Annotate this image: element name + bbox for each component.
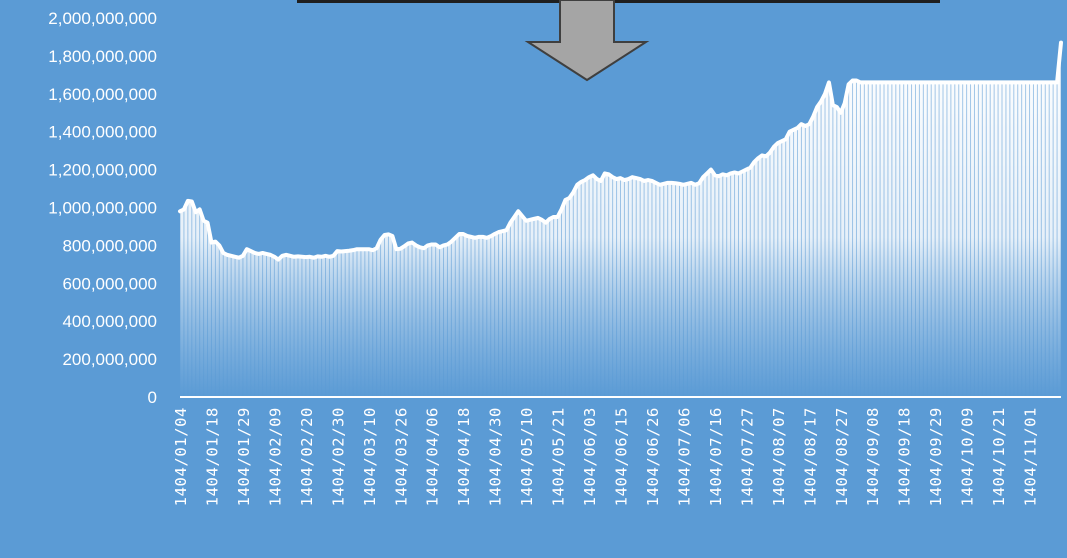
x-tick-label: 1404/06/26 bbox=[644, 407, 662, 506]
x-tick-label: 1404/05/21 bbox=[550, 407, 568, 506]
x-tick-label: 1404/06/15 bbox=[613, 407, 631, 506]
x-tick-label: 1404/04/18 bbox=[455, 407, 473, 506]
x-tick-label: 1404/07/27 bbox=[738, 407, 756, 506]
x-tick-label: 1404/01/29 bbox=[235, 407, 253, 506]
x-tick-label: 1404/02/09 bbox=[266, 407, 284, 506]
y-tick-label: 200,000,000 bbox=[62, 350, 157, 369]
x-tick-label: 1404/01/04 bbox=[172, 407, 190, 506]
y-tick-label: 1,600,000,000 bbox=[48, 85, 157, 104]
x-tick-label: 1404/04/06 bbox=[424, 407, 442, 506]
y-tick-label: 2,000,000,000 bbox=[48, 9, 157, 28]
y-tick-label: 1,000,000,000 bbox=[48, 199, 157, 218]
x-tick-label: 1404/07/06 bbox=[675, 407, 693, 506]
y-tick-label: 1,800,000,000 bbox=[48, 47, 157, 66]
x-tick-label: 1404/09/29 bbox=[927, 407, 945, 506]
x-tick-label: 1404/08/27 bbox=[833, 407, 851, 506]
x-tick-label: 1404/11/01 bbox=[1022, 407, 1040, 506]
x-tick-label: 1404/03/10 bbox=[361, 407, 379, 506]
x-tick-label: 1404/09/08 bbox=[864, 407, 882, 506]
x-tick-label: 1404/02/30 bbox=[329, 407, 347, 506]
series-line bbox=[178, 40, 1063, 262]
x-tick-label: 1404/08/17 bbox=[801, 407, 819, 506]
y-tick-label: 600,000,000 bbox=[62, 274, 157, 293]
x-tick-label: 1404/06/03 bbox=[581, 407, 599, 506]
x-tick-label: 1404/02/20 bbox=[298, 407, 316, 506]
y-tick-label: 1,400,000,000 bbox=[48, 123, 157, 142]
x-tick-label: 1404/07/16 bbox=[707, 407, 725, 506]
x-tick-label: 1404/10/21 bbox=[990, 407, 1008, 506]
y-tick-label: 400,000,000 bbox=[62, 312, 157, 331]
y-tick-label: 0 bbox=[148, 388, 157, 407]
down-arrow-icon bbox=[524, 0, 650, 82]
x-tick-label: 1404/08/07 bbox=[770, 407, 788, 506]
y-tick-label: 1,200,000,000 bbox=[48, 161, 157, 180]
x-axis: 1404/01/04 1404/01/18 1404/01/29 1404/02/09… bbox=[172, 407, 1040, 506]
y-axis: 0 200,000,000 400,000,000 600,000,000 800,00… bbox=[48, 9, 157, 407]
x-tick-label: 1404/09/18 bbox=[896, 407, 914, 506]
y-tick-label: 800,000,000 bbox=[62, 236, 157, 255]
x-tick-label: 1404/05/10 bbox=[518, 407, 536, 506]
x-tick-label: 1404/03/26 bbox=[392, 407, 410, 506]
bar-lines bbox=[179, 42, 1062, 397]
x-tick-label: 1404/10/09 bbox=[959, 407, 977, 506]
x-tick-label: 1404/01/18 bbox=[203, 407, 221, 506]
x-tick-label: 1404/04/30 bbox=[487, 407, 505, 506]
